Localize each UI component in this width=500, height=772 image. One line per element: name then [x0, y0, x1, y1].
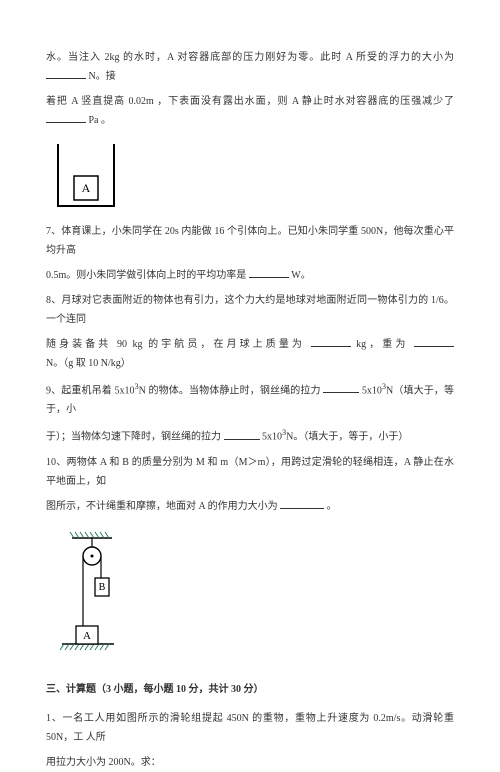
q9-text-f: 5x10	[262, 432, 282, 443]
q6-tail-line2: 着把 A 竖直提高 0.02m ，下表面没有露出水面，则 A 静止时水对容器底的…	[46, 92, 454, 130]
q8-line1: 8、月球对它表面附近的物体也有引力，这个力大约是地球对地面附近同一物体引力的 1…	[46, 291, 454, 329]
q9-text-b: N 的物体。当物体静止时，钢丝绳的拉力	[139, 385, 321, 396]
container-diagram: A	[50, 140, 120, 210]
section3-title: 三、计算题（3 小题，每小题 10 分，共计 30 分）	[46, 680, 454, 699]
q9-blank-2[interactable]	[224, 429, 260, 440]
svg-text:B: B	[99, 582, 106, 593]
q6-tail-line1: 水。当注入 2kg 的水时，A 对容器底部的压力刚好为零。此时 A 所受的浮力的…	[46, 48, 454, 86]
q9-line1: 9、起重机吊着 5x103N 的物体。当物体静止时，钢丝绳的拉力 5x103N（…	[46, 379, 454, 419]
q6-blank-2[interactable]	[46, 112, 86, 123]
q9-text-a: 9、起重机吊着 5x10	[46, 385, 135, 396]
q8-line2: 随身装备共 90 kg 的宇航员，在月球上质量为 kg，重为 N。（g 取 10…	[46, 335, 454, 373]
q10-figure: BA	[50, 526, 454, 660]
q6-text-c: 着把 A 竖直提高 0.02m ，下表面没有露出水面，则 A 静止时水对容器底的…	[46, 96, 454, 107]
q9-text-c: 5x10	[362, 385, 382, 396]
svg-text:A: A	[83, 630, 91, 642]
q9-blank-1[interactable]	[323, 382, 359, 393]
q6-text-d: Pa 。	[89, 115, 112, 126]
q10-text-b: 图所示，不计绳重和摩擦，地面对 A 的作用力大小为	[46, 501, 278, 512]
q6-figure: A	[50, 140, 454, 210]
q6-text-a: 水。当注入 2kg 的水时，A 对容器底部的压力刚好为零。此时 A 所受的浮力的…	[46, 52, 454, 63]
q9-text-g: N。（填大于，等于，小于）	[286, 432, 408, 443]
pulley-diagram: BA	[50, 526, 150, 660]
svg-text:A: A	[82, 181, 91, 195]
q7-text-a: 7、体育课上，小朱同学在 20s 内能做 16 个引体向上。已知小朱同学重 50…	[46, 226, 454, 256]
q6-blank-1[interactable]	[46, 68, 86, 79]
q8-blank-2[interactable]	[414, 336, 454, 347]
q6-text-b: N。接	[89, 71, 116, 82]
q9-line2: 于）；当物体匀速下降时，钢丝绳的拉力 5x103N。（填大于，等于，小于）	[46, 425, 454, 446]
q8-text-a: 8、月球对它表面附近的物体也有引力，这个力大约是地球对地面附近同一物体引力的 1…	[46, 295, 454, 325]
q10-line2: 图所示，不计绳重和摩擦，地面对 A 的作用力大小为 。	[46, 497, 454, 516]
q10-blank[interactable]	[280, 498, 324, 509]
q8-text-d: N。（g 取 10 N/kg）	[46, 358, 131, 369]
q8-blank-1[interactable]	[311, 336, 351, 347]
q7-text-c: W。	[291, 270, 310, 281]
q10-text-c: 。	[327, 501, 337, 512]
q8-text-c: kg，重为	[356, 339, 408, 350]
calc-q1-line2: 用拉力大小为 200N。求：	[46, 753, 454, 772]
calc-q1-line1: 1、一名工人用如图所示的滑轮组提起 450N 的重物，重物上升速度为 0.2m/…	[46, 709, 454, 747]
q9-text-e: 于）；当物体匀速下降时，钢丝绳的拉力	[46, 432, 221, 443]
calc-q1-text-b: 用拉力大小为 200N。求：	[46, 757, 161, 768]
q8-text-b: 随身装备共 90 kg 的宇航员，在月球上质量为	[46, 339, 305, 350]
q10-line1: 10、两物体 A 和 B 的质量分别为 M 和 m（M＞m），用跨过定滑轮的轻绳…	[46, 453, 454, 491]
calc-q1-text-a: 1、一名工人用如图所示的滑轮组提起 450N 的重物，重物上升速度为 0.2m/…	[46, 713, 454, 743]
q10-text-a: 10、两物体 A 和 B 的质量分别为 M 和 m（M＞m），用跨过定滑轮的轻绳…	[46, 457, 454, 487]
q7-line2: 0.5m。则小朱同学做引体向上时的平均功率是 W。	[46, 266, 454, 285]
q7-text-b: 0.5m。则小朱同学做引体向上时的平均功率是	[46, 270, 246, 281]
q7-line1: 7、体育课上，小朱同学在 20s 内能做 16 个引体向上。已知小朱同学重 50…	[46, 222, 454, 260]
q7-blank[interactable]	[249, 267, 289, 278]
